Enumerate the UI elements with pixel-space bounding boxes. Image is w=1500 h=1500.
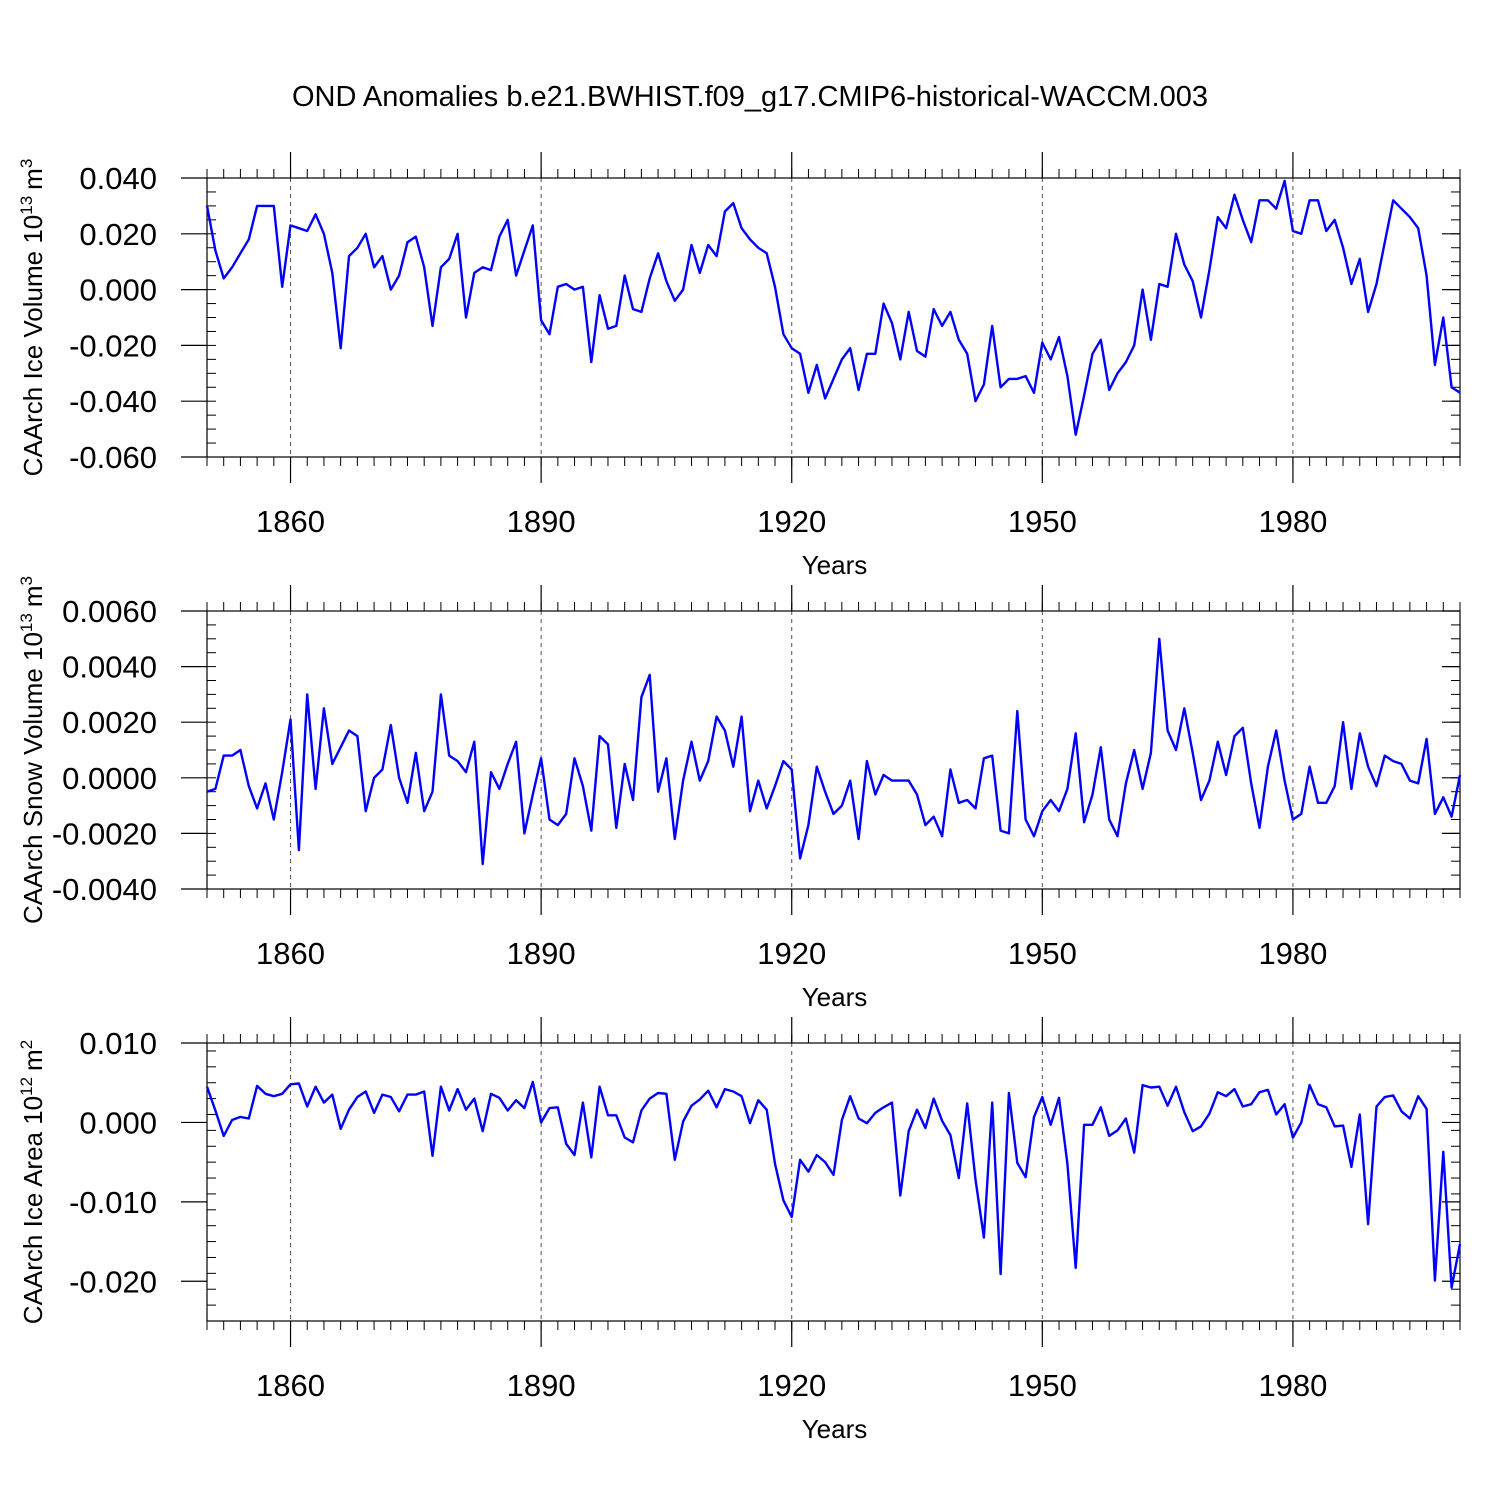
x-tick-label-1890: 1890 [507,504,576,539]
y-axis-label-exponent: 13 [17,196,36,215]
y-tick-label: -0.010 [69,1185,157,1220]
y-axis-label-unit: m [18,585,48,607]
x-tick-label-1950: 1950 [1008,504,1077,539]
x-tick-label-1920: 1920 [757,936,826,971]
plot-frame [206,610,1461,890]
x-tick-label-1950: 1950 [1008,936,1077,971]
y-tick-label: 0.0000 [62,761,157,796]
y-axis-label: CAArch Snow Volume 1013 m3 [17,576,48,924]
y-axis-label-main: CAArch Ice Area 10 [18,1096,48,1324]
panels-container: -0.060 -0.040 -0.020 0.000 0.020 0.040 1860 189… [17,152,1462,1444]
x-tick-label-1890: 1890 [507,936,576,971]
y-axis-label-unit-exponent: 3 [17,159,36,168]
x-tick-label-1860: 1860 [256,1368,325,1403]
y-tick-label: 0.0060 [62,594,157,629]
y-tick-label: 0.010 [79,1026,157,1061]
y-tick-label: 0.000 [79,273,157,308]
y-tick-label: -0.0040 [52,872,157,907]
y-tick-label: 0.020 [79,217,157,252]
y-axis-label-exponent: 12 [17,1077,36,1096]
x-tick-label-1860: 1860 [256,936,325,971]
y-tick-label: 0.0040 [62,650,157,685]
y-axis-label-unit-exponent: 3 [17,576,36,585]
x-tick-label-1920: 1920 [757,504,826,539]
y-tick-label: -0.060 [69,440,157,475]
x-tick-label-1890: 1890 [507,1368,576,1403]
y-axis-label-main: CAArch Ice Volume 10 [18,215,48,477]
figure-title: OND Anomalies b.e21.BWHIST.f09_g17.CMIP6… [292,81,1208,113]
x-tick-label-1980: 1980 [1258,1368,1327,1403]
plot-frame [206,1042,1461,1322]
x-tick-label-1920: 1920 [757,1368,826,1403]
y-axis-label-unit: m [18,1049,48,1071]
y-tick-label: -0.020 [69,1264,157,1299]
x-tick-label-1980: 1980 [1258,504,1327,539]
data-series-line [205,1080,1462,1289]
y-axis-label-unit-exponent: 2 [17,1040,36,1049]
panel-3: -0.020 -0.010 0.000 0.010 1860 1890 1920 1950 19… [17,1017,1462,1444]
x-axis-label: Years [802,1414,868,1444]
plot-frame [206,177,1461,458]
x-axis-label: Years [802,550,868,580]
x-tick-label-1980: 1980 [1258,936,1327,971]
y-tick-label: 0.0020 [62,705,157,740]
y-axis-label: CAArch Ice Area 1012 m2 [17,1040,48,1324]
y-tick-label: 0.000 [79,1105,157,1140]
x-tick-label-1950: 1950 [1008,1368,1077,1403]
data-series-line [206,637,1462,866]
y-axis-label: CAArch Ice Volume 1013 m3 [17,159,48,477]
y-tick-label: -0.020 [69,328,157,363]
y-axis-label-exponent: 13 [17,613,36,632]
y-axis-label-main: CAArch Snow Volume 10 [18,632,48,924]
y-tick-label: -0.040 [69,384,157,419]
x-axis-label: Years [802,982,868,1012]
y-tick-label: 0.040 [79,161,157,196]
panel-1: -0.060 -0.040 -0.020 0.000 0.020 0.040 1860 189… [17,152,1461,580]
panel-2: -0.0040 -0.0020 0.0000 0.0020 0.0040 0.0060 18… [17,576,1462,1012]
y-tick-label: -0.0020 [52,816,157,851]
x-tick-label-1860: 1860 [256,504,325,539]
data-series-line [205,179,1461,436]
y-axis-label-unit: m [18,168,48,190]
